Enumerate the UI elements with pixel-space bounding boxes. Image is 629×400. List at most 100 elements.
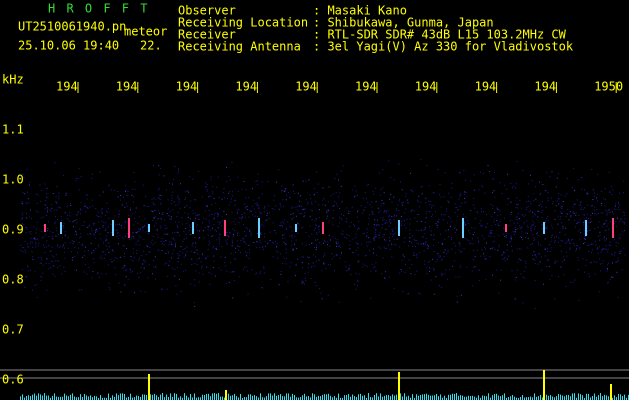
- noise: [602, 260, 604, 262]
- noise: [64, 257, 66, 259]
- noise: [441, 214, 443, 216]
- noise: [245, 243, 247, 245]
- noise: [447, 278, 449, 280]
- noise: [508, 255, 510, 257]
- noise: [162, 212, 164, 214]
- noise: [372, 248, 374, 250]
- noise: [546, 251, 548, 253]
- noise: [595, 244, 597, 246]
- noise: [276, 250, 278, 252]
- noise: [463, 202, 465, 204]
- noise: [219, 240, 221, 242]
- noise: [619, 220, 621, 222]
- noise: [586, 213, 588, 215]
- noise: [263, 267, 265, 269]
- level-bar: [542, 397, 543, 400]
- noise: [227, 197, 229, 199]
- noise: [332, 236, 334, 238]
- noise: [501, 192, 503, 194]
- noise: [147, 245, 149, 247]
- noise: [75, 180, 77, 182]
- noise: [489, 233, 491, 235]
- noise: [392, 229, 394, 231]
- noise: [281, 224, 283, 226]
- noise: [316, 233, 318, 235]
- noise: [194, 252, 196, 254]
- noise: [220, 256, 222, 258]
- noise: [174, 242, 176, 244]
- level-bar: [122, 393, 123, 400]
- noise: [588, 273, 590, 275]
- noise: [532, 220, 534, 222]
- noise: [556, 200, 558, 202]
- level-bar: [234, 393, 235, 400]
- noise: [76, 252, 78, 254]
- noise: [382, 217, 384, 219]
- noise: [79, 208, 81, 210]
- noise: [153, 217, 155, 219]
- noise: [172, 209, 174, 211]
- level-bar: [48, 395, 49, 400]
- noise: [478, 269, 480, 271]
- noise: [437, 226, 439, 228]
- noise: [257, 173, 259, 175]
- noise: [555, 205, 557, 207]
- noise: [542, 283, 544, 285]
- noise: [204, 210, 206, 212]
- noise: [311, 233, 313, 235]
- noise: [591, 249, 593, 251]
- noise: [591, 251, 593, 253]
- noise: [562, 240, 564, 242]
- noise: [517, 213, 519, 215]
- noise: [138, 276, 140, 278]
- noise: [518, 218, 520, 220]
- noise: [327, 241, 329, 243]
- level-bar: [276, 395, 277, 400]
- noise: [498, 225, 500, 227]
- noise: [177, 203, 179, 205]
- noise: [545, 206, 547, 208]
- noise: [401, 259, 403, 261]
- noise: [538, 243, 540, 245]
- noise: [342, 233, 344, 235]
- noise: [226, 232, 228, 234]
- noise: [521, 214, 523, 216]
- noise: [581, 177, 583, 179]
- noise: [55, 196, 57, 198]
- noise: [168, 241, 170, 243]
- noise: [426, 217, 428, 219]
- noise: [366, 235, 368, 237]
- noise: [548, 259, 550, 261]
- noise: [359, 273, 361, 275]
- noise: [623, 192, 625, 194]
- level-bar: [304, 393, 305, 400]
- noise: [135, 243, 137, 245]
- noise: [238, 208, 240, 210]
- noise: [603, 248, 605, 250]
- noise: [374, 231, 376, 233]
- noise: [605, 238, 607, 240]
- noise: [414, 217, 416, 219]
- level-bar: [412, 394, 413, 400]
- noise: [208, 195, 210, 197]
- noise: [504, 184, 506, 186]
- noise: [326, 215, 328, 217]
- noise: [315, 256, 317, 258]
- noise: [46, 207, 48, 209]
- noise: [426, 273, 428, 275]
- noise: [443, 214, 445, 216]
- noise: [246, 252, 248, 254]
- noise: [618, 208, 620, 210]
- noise: [507, 198, 509, 200]
- noise: [463, 248, 465, 250]
- noise: [575, 214, 577, 216]
- noise: [482, 235, 484, 237]
- y-tick-label: 1.0: [2, 173, 24, 187]
- noise: [234, 218, 236, 220]
- noise: [378, 246, 380, 248]
- noise: [130, 256, 132, 258]
- noise: [517, 261, 519, 263]
- level-bar: [204, 395, 205, 400]
- noise: [550, 237, 552, 239]
- noise: [95, 228, 97, 230]
